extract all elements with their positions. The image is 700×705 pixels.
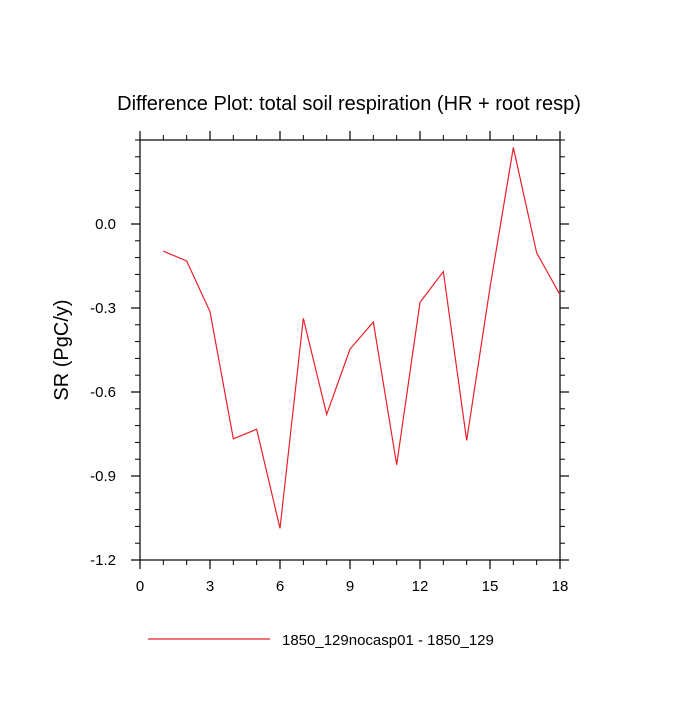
y-axis-label: SR (PgC/y) — [51, 299, 73, 400]
x-tick-label: 18 — [552, 578, 569, 595]
y-tick-label: -0.9 — [90, 468, 116, 485]
y-tick-label: 0.0 — [95, 216, 116, 233]
legend: 1850_129nocasp01 - 1850_129 — [148, 632, 494, 649]
x-tick-label: 3 — [206, 578, 214, 595]
x-tick-label: 15 — [482, 578, 499, 595]
y-tick-label: -1.2 — [90, 552, 116, 569]
y-tick-label: -0.6 — [90, 384, 116, 401]
x-tick-label: 6 — [276, 578, 284, 595]
x-tick-label: 0 — [136, 578, 144, 595]
chart-title: Difference Plot: total soil respiration … — [117, 93, 581, 115]
axis-ticks: 0 3 6 9 12 15 18 0.0 -0.3 -0.6 -0.9 -1.2 — [90, 131, 569, 595]
legend-label: 1850_129nocasp01 - 1850_129 — [282, 632, 494, 649]
series-layer — [163, 147, 561, 529]
y-tick-label: -0.3 — [90, 300, 116, 317]
x-tick-label: 9 — [346, 578, 354, 595]
series-line-0 — [163, 147, 561, 529]
x-tick-label: 12 — [412, 578, 429, 595]
